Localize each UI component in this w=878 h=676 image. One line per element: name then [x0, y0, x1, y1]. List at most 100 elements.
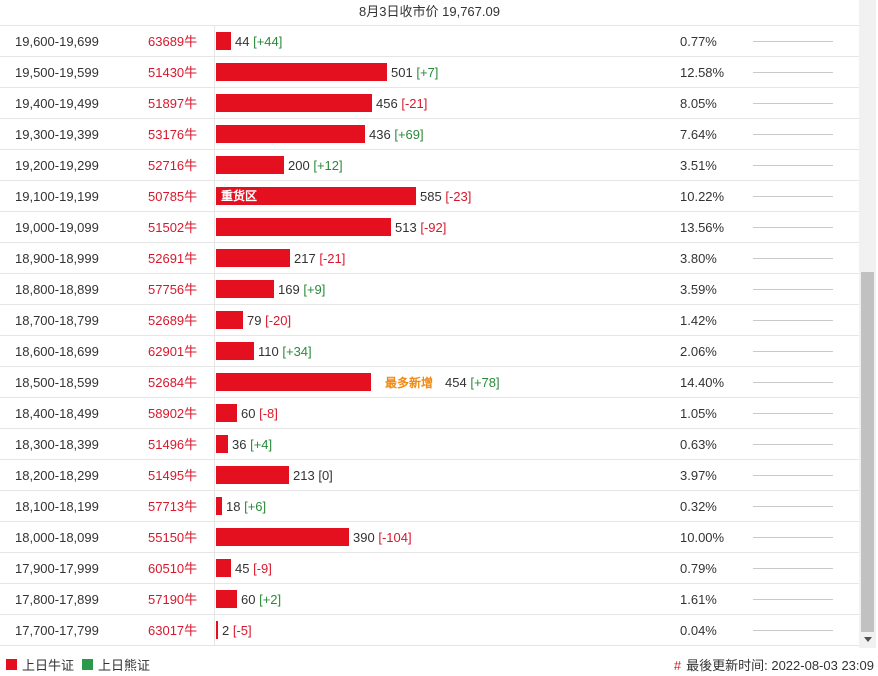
percentage: 0.77%: [680, 34, 717, 49]
price-range: 19,400-19,499: [15, 96, 99, 111]
heavy-zone-label: 重货区: [221, 189, 258, 203]
trend-line: [753, 630, 833, 631]
volume-bar: [216, 466, 289, 484]
volume-value: 501 [+7]: [391, 65, 438, 80]
volume-change: [-104]: [378, 529, 412, 545]
bull-swatch-icon: [6, 659, 17, 670]
trend-line: [753, 351, 833, 352]
most-added-tag: 最多新增: [385, 375, 434, 390]
trend-line: [753, 506, 833, 507]
volume-change: [+34]: [282, 343, 312, 359]
volume-bar: [216, 404, 237, 422]
warrant-code-link[interactable]: 63017牛: [134, 615, 215, 645]
warrant-code-link[interactable]: 58902牛: [134, 398, 215, 428]
warrant-code-link[interactable]: 62901牛: [134, 336, 215, 366]
trend-line: [753, 413, 833, 414]
warrant-code-link[interactable]: 51897牛: [134, 88, 215, 118]
volume-change: [+6]: [244, 498, 267, 514]
volume-value: 79 [-20]: [247, 313, 291, 328]
percentage: 12.58%: [680, 65, 725, 80]
table-row: 19,400-19,499 51897牛 456 [-21] 8.05%: [0, 88, 859, 119]
warrant-code-link[interactable]: 51430牛: [134, 57, 215, 87]
volume-bar-cell: 36 [+4]: [216, 429, 272, 459]
volume-change: [-23]: [445, 188, 472, 204]
warrant-code-link[interactable]: 60510牛: [134, 553, 215, 583]
volume-change: [+9]: [303, 281, 326, 297]
warrant-code-link[interactable]: 50785牛: [134, 181, 215, 211]
legend-bull: 上日牛证: [6, 655, 74, 674]
volume-bar: [216, 125, 365, 143]
percentage: 13.56%: [680, 220, 725, 235]
volume-value: 60 [-8]: [241, 406, 278, 421]
warrant-code-link[interactable]: 51496牛: [134, 429, 215, 459]
warrant-code-link[interactable]: 63689牛: [134, 26, 215, 56]
warrant-code-link[interactable]: 52684牛: [134, 367, 215, 397]
warrant-code-link[interactable]: 52691牛: [134, 243, 215, 273]
table-row: 18,600-18,699 62901牛 110 [+34] 2.06%: [0, 336, 859, 367]
trend-line: [753, 165, 833, 166]
volume-value: 390 [-104]: [353, 530, 412, 545]
volume-bar: [216, 528, 349, 546]
volume-number: 60: [241, 591, 256, 607]
trend-line: [753, 537, 833, 538]
volume-bar: [216, 373, 371, 391]
volume-value: 436 [+69]: [369, 127, 424, 142]
volume-bar: [216, 342, 254, 360]
vertical-scrollbar[interactable]: [859, 0, 876, 648]
volume-value: 169 [+9]: [278, 282, 325, 297]
hash-icon: #: [673, 658, 682, 673]
warrant-code-link[interactable]: 52689牛: [134, 305, 215, 335]
table-scroll-area[interactable]: 8月3日收市价 19,767.09 19,600-19,699 63689牛 44 …: [0, 0, 859, 648]
volume-bar: 重货区: [216, 187, 416, 205]
bear-swatch-icon: [82, 659, 93, 670]
price-range: 19,000-19,099: [15, 220, 99, 235]
volume-number: 513: [395, 219, 417, 235]
trend-line: [753, 568, 833, 569]
volume-value: 45 [-9]: [235, 561, 272, 576]
volume-number: 217: [294, 250, 316, 266]
volume-bar: [216, 559, 231, 577]
volume-bar-cell: 18 [+6]: [216, 491, 266, 521]
percentage: 10.22%: [680, 189, 725, 204]
percentage: 2.06%: [680, 344, 717, 359]
volume-bar-cell: 110 [+34]: [216, 336, 312, 366]
price-range: 17,700-17,799: [15, 623, 99, 638]
volume-change: [+44]: [253, 33, 283, 49]
percentage: 14.40%: [680, 375, 725, 390]
volume-value: 454 [+78]: [445, 375, 500, 390]
price-range: 17,900-17,999: [15, 561, 99, 576]
volume-value: 217 [-21]: [294, 251, 345, 266]
volume-number: 454: [445, 374, 467, 390]
volume-bar: [216, 94, 372, 112]
warrant-code-link[interactable]: 57190牛: [134, 584, 215, 614]
volume-bar-cell: 513 [-92]: [216, 212, 446, 242]
table-row: 17,800-17,899 57190牛 60 [+2] 1.61%: [0, 584, 859, 615]
volume-number: 501: [391, 64, 413, 80]
volume-number: 200: [288, 157, 310, 173]
volume-bar: [216, 590, 237, 608]
volume-bar-cell: 2 [-5]: [216, 615, 252, 645]
warrant-code-link[interactable]: 57756牛: [134, 274, 215, 304]
warrant-code-link[interactable]: 53176牛: [134, 119, 215, 149]
price-range: 18,500-18,599: [15, 375, 99, 390]
table-row: 19,600-19,699 63689牛 44 [+44] 0.77%: [0, 26, 859, 57]
warrant-code-link[interactable]: 57713牛: [134, 491, 215, 521]
distribution-table: 19,600-19,699 63689牛 44 [+44] 0.77% 19,500-1…: [0, 26, 859, 646]
trend-line: [753, 196, 833, 197]
warrant-code-link[interactable]: 52716牛: [134, 150, 215, 180]
volume-value: 213 [0]: [293, 468, 333, 483]
percentage: 1.61%: [680, 592, 717, 607]
price-range: 19,300-19,399: [15, 127, 99, 142]
warrant-code-link[interactable]: 51502牛: [134, 212, 215, 242]
volume-change: [-92]: [420, 219, 447, 235]
warrant-code-link[interactable]: 51495牛: [134, 460, 215, 490]
scroll-down-arrow-icon[interactable]: [864, 637, 872, 642]
percentage: 3.59%: [680, 282, 717, 297]
warrant-code-link[interactable]: 55150牛: [134, 522, 215, 552]
scrollbar-thumb[interactable]: [861, 272, 874, 632]
price-range: 19,500-19,599: [15, 65, 99, 80]
volume-number: 110: [258, 343, 279, 359]
volume-bar-cell: 213 [0]: [216, 460, 333, 490]
volume-value: 36 [+4]: [232, 437, 272, 452]
table-row: 18,300-18,399 51496牛 36 [+4] 0.63%: [0, 429, 859, 460]
